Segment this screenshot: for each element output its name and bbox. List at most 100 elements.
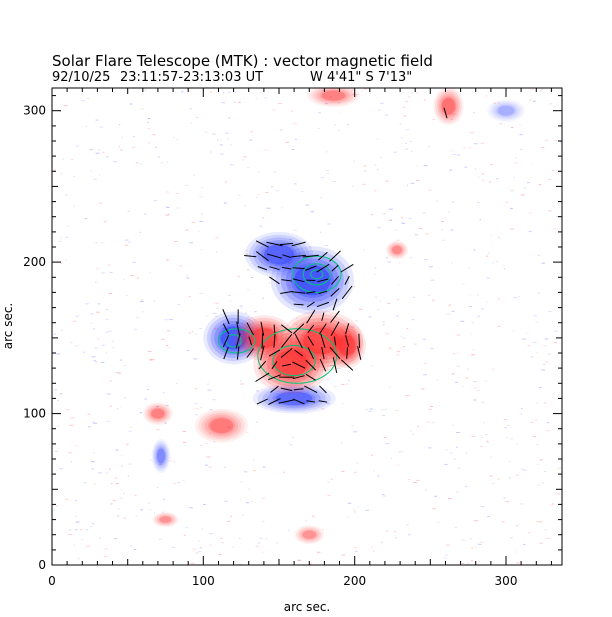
field-vector — [244, 255, 257, 258]
positive-polarity-region — [142, 402, 173, 425]
noise-speck — [93, 178, 97, 180]
noise-speck — [324, 90, 328, 92]
noise-speck — [110, 503, 113, 505]
positive-polarity-region — [299, 528, 319, 541]
noise-speck — [308, 246, 313, 248]
noise-speck — [536, 443, 539, 445]
x-axis-label: arc sec. — [284, 600, 330, 614]
noise-speck — [509, 460, 511, 462]
noise-speck — [240, 307, 242, 309]
noise-speck — [519, 124, 522, 126]
noise-speck — [432, 299, 435, 301]
positive-polarity-region — [198, 410, 245, 441]
noise-speck — [382, 495, 387, 497]
noise-speck — [116, 515, 120, 517]
field-vector — [255, 251, 269, 262]
noise-speck — [320, 177, 325, 179]
noise-speck — [240, 481, 243, 483]
y-tick-label: 200 — [23, 255, 46, 269]
noise-speck — [322, 252, 324, 254]
noise-speck — [329, 365, 334, 366]
noise-speck — [86, 97, 89, 99]
noise-speck — [143, 213, 147, 215]
noise-speck — [99, 126, 104, 128]
noise-speck — [59, 468, 63, 470]
noise-speck — [346, 383, 348, 385]
positive-polarity-region — [307, 88, 360, 107]
noise-speck — [298, 559, 301, 561]
noise-speck — [363, 88, 368, 90]
field-vector — [294, 333, 303, 349]
noise-speck — [62, 158, 64, 160]
noise-speck — [129, 103, 133, 105]
noise-speck — [319, 299, 323, 301]
field-contour — [257, 328, 338, 384]
noise-speck — [396, 464, 400, 466]
positive-polarity-region — [148, 406, 168, 421]
field-vector — [319, 385, 327, 394]
noise-speck — [453, 458, 456, 460]
noise-speck — [398, 262, 401, 264]
noise-speck — [200, 407, 202, 409]
noise-speck — [178, 265, 183, 267]
noise-speck — [85, 529, 88, 531]
field-vector — [316, 301, 330, 308]
noise-speck — [305, 204, 309, 206]
noise-speck — [497, 478, 500, 480]
noise-speck — [368, 316, 372, 318]
noise-speck — [248, 319, 251, 320]
noise-speck — [199, 220, 204, 222]
noise-speck — [505, 501, 509, 503]
noise-speck — [468, 306, 472, 307]
noise-speck — [239, 305, 243, 307]
noise-speck — [405, 143, 407, 145]
noise-speck — [428, 294, 431, 296]
noise-speck — [544, 361, 549, 363]
negative-polarity-region — [152, 441, 170, 471]
field-vector — [292, 278, 305, 283]
noise-speck — [442, 239, 445, 241]
noise-speck — [183, 534, 186, 536]
field-vector — [344, 275, 350, 285]
noise-speck — [429, 189, 432, 191]
noise-speck — [56, 505, 58, 507]
noise-speck — [326, 379, 330, 380]
noise-speck — [409, 141, 412, 142]
noise-speck — [380, 102, 384, 104]
noise-speck — [220, 153, 224, 155]
noise-speck — [97, 303, 101, 305]
noise-speck — [410, 257, 412, 259]
noise-speck — [451, 262, 453, 264]
noise-speck — [544, 338, 549, 340]
chart-title: Solar Flare Telescope (MTK) : vector mag… — [52, 52, 433, 70]
noise-speck — [167, 330, 170, 332]
noise-speck — [105, 472, 109, 474]
noise-speck — [465, 377, 469, 379]
noise-speck — [530, 88, 534, 90]
noise-speck — [168, 347, 171, 349]
noise-speck — [106, 156, 109, 158]
noise-speck — [456, 334, 461, 336]
noise-speck — [209, 433, 211, 434]
noise-speck — [353, 547, 357, 548]
noise-speck — [175, 139, 178, 141]
noise-speck — [222, 327, 227, 329]
noise-speck — [233, 101, 236, 103]
field-vector — [266, 253, 283, 259]
noise-speck — [395, 315, 399, 317]
field-vector — [246, 322, 254, 336]
noise-speck — [443, 557, 447, 559]
noise-speck — [469, 295, 471, 297]
noise-speck — [95, 268, 100, 269]
positive-polarity-region — [388, 242, 406, 258]
noise-speck — [405, 101, 408, 103]
noise-speck — [426, 421, 431, 423]
positive-polarity-region — [337, 333, 357, 358]
noise-speck — [473, 381, 477, 383]
noise-speck — [189, 242, 193, 244]
field-vector — [330, 310, 340, 323]
noise-speck — [301, 389, 305, 391]
positive-polarity-region — [319, 89, 348, 102]
noise-speck — [70, 159, 74, 160]
noise-speck — [291, 149, 295, 150]
